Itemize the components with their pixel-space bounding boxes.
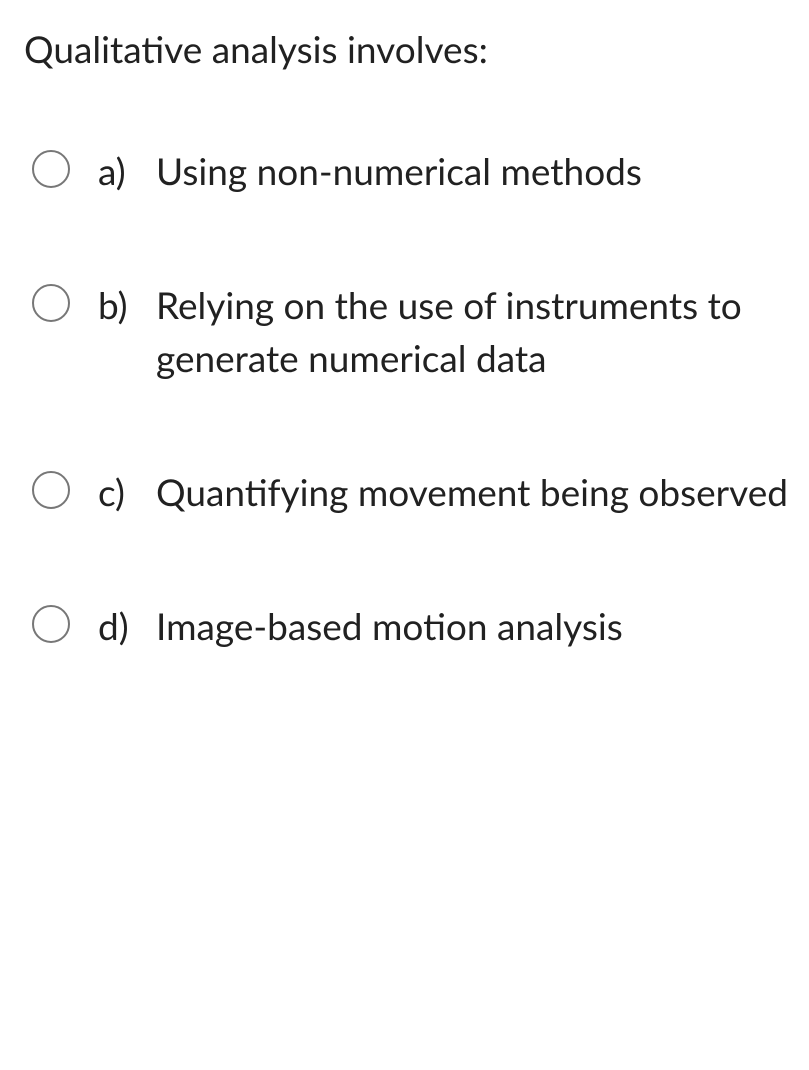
radio-icon[interactable] [32,605,70,643]
option-c[interactable]: c) Quantifying movement being observed [20,465,789,519]
option-text: Quantifying movement being observed [156,465,789,519]
question-text: Qualitative analysis involves: [20,24,789,74]
option-text: Image-based motion analysis [156,599,789,653]
option-body: c) Quantifying movement being observed [98,465,789,519]
option-b[interactable]: b) Relying on the use of instruments to … [20,278,789,385]
radio-icon[interactable] [32,284,70,322]
option-letter: d) [98,599,156,653]
option-body: a) Using non-numerical methods [98,144,789,198]
option-d[interactable]: d) Image-based motion analysis [20,599,789,653]
radio-icon[interactable] [32,150,70,188]
radio-icon[interactable] [32,471,70,509]
option-body: d) Image-based motion analysis [98,599,789,653]
quiz-question-block: Qualitative analysis involves: a) Using … [0,0,809,672]
option-letter: b) [98,278,156,332]
option-letter: c) [98,465,156,519]
option-text: Using non-numerical methods [156,144,789,198]
option-body: b) Relying on the use of instruments to … [98,278,789,385]
option-text: Relying on the use of instruments to gen… [156,278,789,385]
option-letter: a) [98,144,156,198]
option-a[interactable]: a) Using non-numerical methods [20,144,789,198]
